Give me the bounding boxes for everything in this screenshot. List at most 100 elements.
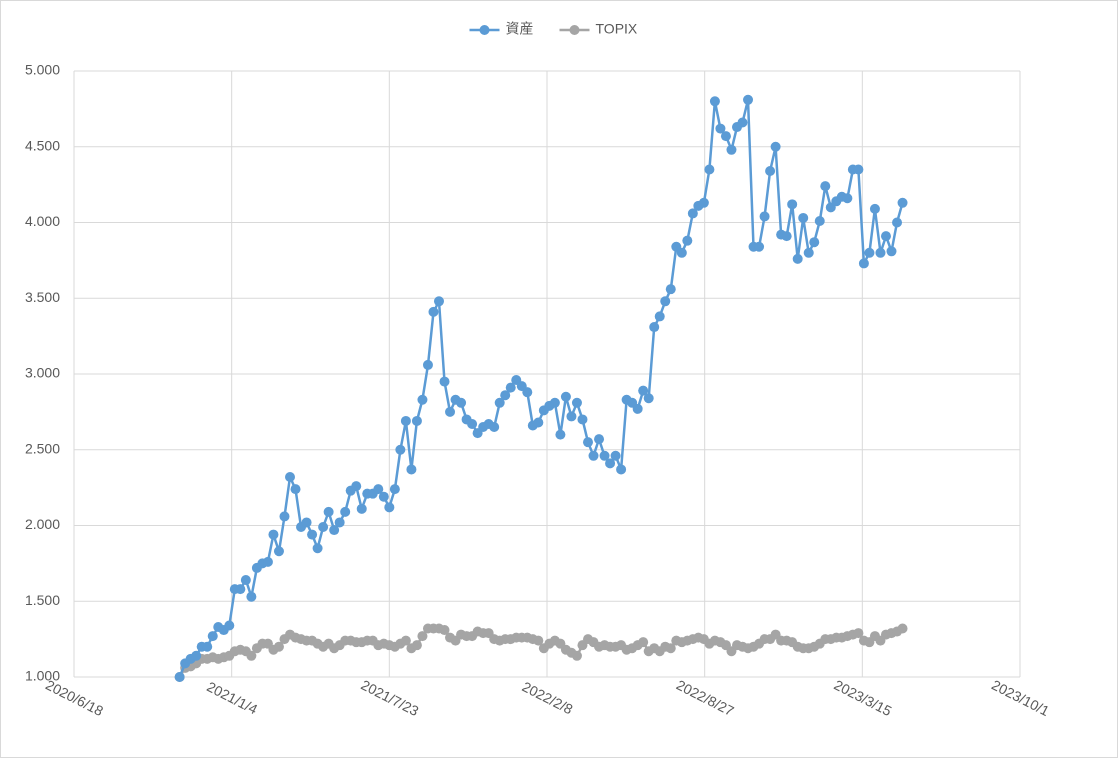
marker	[549, 397, 560, 408]
marker	[351, 481, 362, 492]
marker	[704, 164, 715, 175]
marker	[467, 418, 478, 429]
marker	[897, 197, 908, 208]
marker	[765, 165, 776, 176]
marker	[798, 212, 809, 223]
marker	[378, 491, 389, 502]
marker	[406, 464, 417, 475]
legend-label: TOPIX	[596, 21, 638, 37]
marker	[892, 217, 903, 228]
marker	[494, 397, 505, 408]
marker	[853, 628, 864, 639]
marker	[820, 181, 831, 192]
marker	[246, 591, 257, 602]
marker	[533, 635, 544, 646]
marker	[754, 241, 765, 252]
marker	[191, 650, 202, 661]
marker	[389, 484, 400, 495]
marker	[456, 397, 467, 408]
marker	[301, 517, 312, 528]
marker	[340, 506, 351, 517]
marker	[638, 385, 649, 396]
series	[174, 94, 908, 682]
marker	[560, 391, 571, 402]
marker	[638, 637, 649, 648]
marker	[665, 284, 676, 295]
marker	[356, 503, 367, 514]
marker	[417, 394, 428, 405]
marker	[411, 415, 422, 426]
marker	[814, 215, 825, 226]
marker	[687, 208, 698, 219]
marker	[500, 390, 511, 401]
marker	[555, 429, 566, 440]
marker	[869, 203, 880, 214]
marker	[698, 197, 709, 208]
legend-label: 資産	[506, 21, 534, 37]
marker	[616, 464, 627, 475]
marker	[709, 96, 720, 107]
y-tick-label: 1.000	[25, 668, 60, 684]
y-tick-label: 4.500	[25, 137, 60, 153]
marker	[781, 231, 792, 242]
marker	[759, 211, 770, 222]
y-tick-label: 5.000	[25, 62, 60, 78]
marker	[770, 141, 781, 152]
marker	[323, 506, 334, 517]
marker	[577, 414, 588, 425]
marker	[864, 247, 875, 258]
marker	[886, 246, 897, 257]
marker	[334, 517, 345, 528]
y-tick-label: 1.500	[25, 592, 60, 608]
marker	[654, 311, 665, 322]
marker	[665, 643, 676, 654]
marker	[224, 620, 235, 631]
marker	[582, 437, 593, 448]
legend-marker	[569, 25, 580, 35]
marker	[246, 650, 257, 661]
marker	[400, 635, 411, 646]
marker	[649, 322, 660, 333]
marker	[588, 450, 599, 461]
marker	[726, 144, 737, 155]
marker	[268, 529, 279, 540]
marker	[307, 529, 318, 540]
marker	[743, 94, 754, 105]
marker	[285, 472, 296, 483]
y-tick-label: 3.500	[25, 289, 60, 305]
marker	[632, 403, 643, 414]
marker	[853, 164, 864, 175]
marker	[660, 296, 671, 307]
marker	[422, 359, 433, 370]
marker	[533, 417, 544, 428]
marker	[594, 434, 605, 445]
marker	[803, 247, 814, 258]
y-tick-label: 2.500	[25, 440, 60, 456]
legend: 資産 TOPIX	[469, 21, 638, 37]
marker	[262, 556, 273, 567]
marker	[571, 650, 582, 661]
marker	[787, 199, 798, 210]
marker	[273, 641, 284, 652]
marker	[329, 525, 340, 536]
marker	[411, 640, 422, 651]
marker	[522, 387, 533, 398]
marker	[273, 546, 284, 557]
marker	[610, 450, 621, 461]
marker	[566, 411, 577, 422]
marker	[202, 641, 213, 652]
marker	[417, 631, 428, 642]
marker	[400, 415, 411, 426]
y-tick-label: 3.000	[25, 365, 60, 381]
marker	[643, 393, 654, 404]
marker	[880, 231, 891, 242]
marker	[875, 247, 886, 258]
marker	[792, 253, 803, 264]
marker	[445, 406, 456, 417]
marker	[279, 511, 290, 522]
marker	[605, 458, 616, 469]
marker	[428, 306, 439, 317]
marker	[235, 584, 246, 595]
